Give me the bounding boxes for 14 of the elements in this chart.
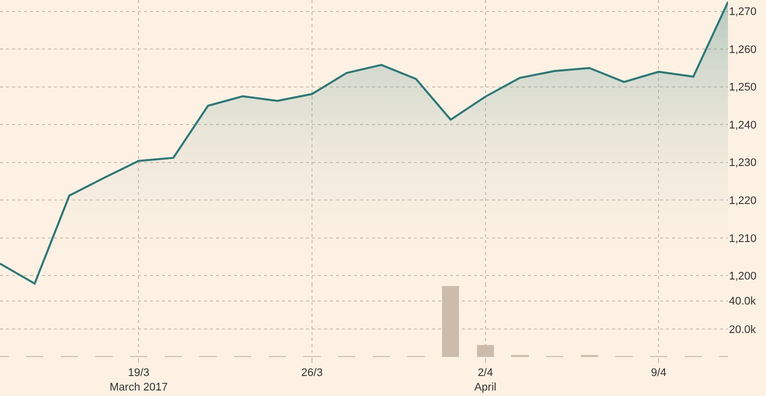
y-tick-label: 1,210 xyxy=(729,232,757,245)
x-tick-label: 19/3 March 2017 xyxy=(110,367,168,394)
y-tick-label: 20.0k xyxy=(729,324,756,336)
y-tick-label: 1,200 xyxy=(729,270,757,283)
y-tick-label: 1,220 xyxy=(729,194,757,207)
y-tick-label: 40.0k xyxy=(729,296,756,308)
y-tick-label: 1,240 xyxy=(729,119,757,132)
x-tick-label: 2/4 April xyxy=(474,367,496,394)
x-tick-label: 9/4 xyxy=(651,367,666,380)
x-tick-label: 26/3 xyxy=(301,367,323,380)
y-tick-label: 1,230 xyxy=(729,157,757,170)
y-tick-label: 1,250 xyxy=(729,82,757,94)
y-tick-label: 1,260 xyxy=(729,44,757,56)
y-tick-label: 1,270 xyxy=(729,6,757,18)
